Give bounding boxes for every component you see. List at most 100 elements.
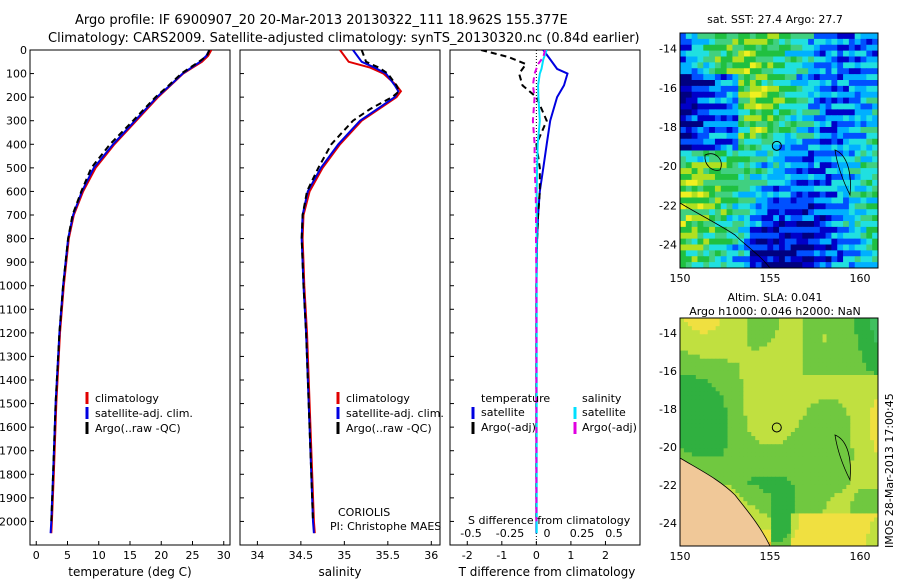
sla-cell — [798, 480, 804, 486]
sst-cell — [825, 132, 832, 140]
sst-cell — [860, 50, 867, 57]
sla-cell — [731, 480, 736, 486]
sla-cell — [870, 350, 875, 356]
sla-cell — [747, 346, 752, 352]
sla-cell — [870, 484, 875, 490]
sla-cell — [731, 403, 736, 409]
sla-cell — [806, 403, 812, 409]
sla-cell — [743, 489, 748, 494]
sst-cell — [714, 56, 722, 63]
sla-cell — [735, 338, 740, 343]
sla-cell — [763, 342, 768, 347]
sla-cell — [703, 403, 709, 409]
sst-cell — [685, 238, 693, 245]
sla-cell — [719, 358, 725, 364]
sla-cell — [802, 379, 808, 384]
sla-cell — [719, 383, 725, 388]
sst-cell — [784, 232, 792, 240]
sst-cell — [755, 262, 763, 268]
sst-cell — [848, 38, 856, 46]
sla-cell — [763, 517, 768, 523]
sla-cell — [775, 334, 780, 339]
sla-cell — [810, 489, 816, 494]
sla-cell — [854, 411, 859, 417]
sla-cell — [711, 456, 717, 461]
sst-cell — [819, 132, 827, 140]
sla-cell — [771, 322, 776, 327]
sst-cell — [691, 191, 698, 198]
sla-cell — [834, 480, 839, 486]
sla-cell — [719, 350, 725, 356]
sst-cell — [709, 262, 716, 268]
sla-cell — [751, 460, 756, 466]
sla-cell — [771, 464, 776, 470]
sla-cell — [751, 350, 756, 356]
sla-cell — [862, 456, 867, 461]
sst-cell — [802, 168, 809, 175]
sst-cell — [819, 250, 827, 257]
sla-cell — [858, 537, 863, 543]
sst-cell — [767, 109, 774, 116]
sst-cell — [843, 109, 850, 116]
sla-cell — [866, 342, 871, 347]
sla-cell — [810, 537, 816, 543]
sla-cell — [826, 379, 831, 384]
sla-cell — [759, 322, 764, 327]
sla-cell — [862, 423, 867, 429]
sla-cell — [806, 350, 812, 356]
sla-cell — [715, 452, 721, 457]
sla-cell — [818, 427, 824, 433]
sla-cell — [850, 322, 855, 327]
sst-cell — [697, 38, 704, 46]
sla-cell — [759, 456, 764, 461]
sla-cell — [826, 480, 831, 486]
sst-cell — [732, 68, 739, 75]
sla-cell — [870, 537, 875, 543]
sst-cell — [755, 203, 763, 210]
sst-cell — [680, 250, 687, 257]
sla-cell — [735, 370, 740, 376]
sla-cell — [798, 366, 804, 372]
sst-cell — [680, 168, 687, 175]
sst-cell — [714, 256, 722, 263]
sla-cell — [759, 476, 764, 482]
sst-cell — [732, 256, 739, 263]
sla-cell — [779, 525, 784, 531]
sla-cell — [695, 403, 701, 409]
sla-cell — [830, 427, 835, 433]
sla-cell — [680, 330, 685, 335]
sla-cell — [683, 379, 689, 384]
sla-cell — [683, 334, 689, 339]
sla-cell — [814, 468, 820, 474]
sla-cell — [767, 525, 772, 531]
sla-cell — [782, 326, 788, 331]
sst-cell — [854, 138, 862, 146]
sla-cell — [775, 521, 780, 527]
sla-cell — [810, 342, 816, 347]
sla-cell — [794, 444, 800, 449]
x-tick-label: 25 — [186, 549, 200, 562]
sst-cell — [703, 115, 710, 122]
sst-cell — [714, 132, 722, 140]
sst-cell — [860, 250, 867, 257]
sla-cell — [830, 358, 835, 364]
sst-cell — [808, 85, 815, 93]
sla-cell — [814, 513, 820, 518]
sst-cell — [848, 62, 856, 69]
sst-cell — [755, 103, 763, 110]
sla-cell — [687, 379, 693, 384]
sla-cell — [874, 318, 878, 323]
sla-cell — [782, 533, 788, 539]
sst-cell — [691, 209, 698, 216]
sla-cell — [866, 517, 871, 523]
sla-cell — [747, 480, 752, 486]
sla-cell — [838, 521, 843, 527]
sla-cell — [842, 326, 847, 331]
sst-cell — [854, 150, 862, 157]
sla-cell — [806, 452, 812, 457]
sst-cell — [732, 91, 739, 99]
sla-cell — [755, 456, 760, 461]
sla-cell — [763, 318, 768, 323]
sla-cell — [723, 480, 729, 486]
sla-cell — [858, 452, 863, 457]
